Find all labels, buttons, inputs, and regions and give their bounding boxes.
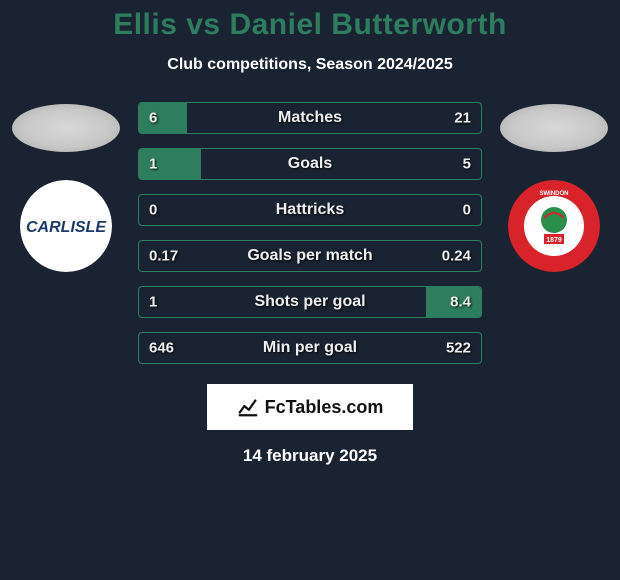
svg-text:1879: 1879 — [546, 237, 562, 244]
left-badge-text: CARLISLE — [26, 219, 107, 236]
stat-bar: 1Goals5 — [138, 148, 482, 180]
stat-label: Min per goal — [139, 339, 481, 357]
stat-bar: 646Min per goal522 — [138, 332, 482, 364]
stat-value-right: 8.4 — [450, 294, 471, 311]
branding-banner: FcTables.com — [207, 384, 413, 430]
stat-bar: 0Hattricks0 — [138, 194, 482, 226]
right-player-column: 1879 SWINDON — [500, 102, 608, 272]
branding-text: FcTables.com — [265, 397, 384, 418]
stat-value-right: 5 — [463, 156, 471, 173]
right-club-badge: 1879 SWINDON — [508, 180, 600, 272]
page-title: Ellis vs Daniel Butterworth — [113, 8, 507, 42]
right-player-photo — [500, 104, 608, 152]
swindon-badge-svg: 1879 SWINDON — [508, 180, 600, 272]
date-text: 14 february 2025 — [243, 446, 377, 466]
stat-label: Goals per match — [139, 247, 481, 265]
stats-column: 6Matches21 1Goals5 0Hattricks0 0.17Goals pe… — [138, 102, 482, 364]
stat-label: Matches — [139, 109, 481, 127]
stat-value-right: 21 — [454, 110, 471, 127]
stat-value-right: 522 — [446, 340, 471, 357]
comparison-row: CARLISLE 6Matches21 1Goals5 0Hattricks0 0.1… — [0, 102, 620, 364]
stat-bar: 6Matches21 — [138, 102, 482, 134]
stat-bar: 1Shots per goal8.4 — [138, 286, 482, 318]
subtitle: Club competitions, Season 2024/2025 — [167, 56, 452, 74]
stat-value-right: 0 — [463, 202, 471, 219]
stat-bar: 0.17Goals per match0.24 — [138, 240, 482, 272]
left-club-badge: CARLISLE — [20, 180, 112, 272]
carlisle-badge-svg: CARLISLE — [20, 180, 112, 272]
stat-label: Shots per goal — [139, 293, 481, 311]
stat-label: Goals — [139, 155, 481, 173]
stat-value-right: 0.24 — [442, 248, 471, 265]
chart-icon — [237, 396, 259, 418]
stat-label: Hattricks — [139, 201, 481, 219]
svg-text:SWINDON: SWINDON — [540, 191, 569, 197]
left-player-column: CARLISLE — [12, 102, 120, 272]
left-player-photo — [12, 104, 120, 152]
